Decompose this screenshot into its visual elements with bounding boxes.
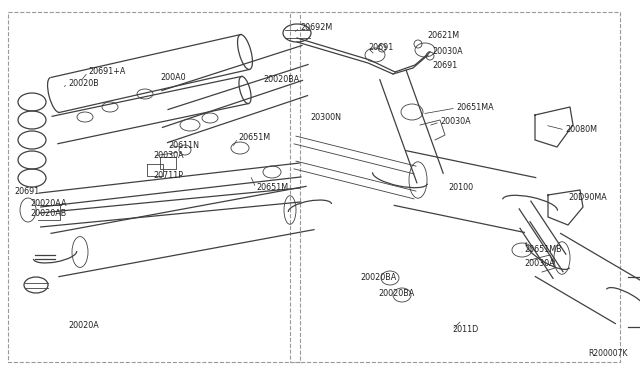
Text: 200A0: 200A0 <box>160 74 186 83</box>
Text: 20651M: 20651M <box>238 134 270 142</box>
Text: R200007K: R200007K <box>589 349 628 358</box>
Text: 20651MA: 20651MA <box>456 103 493 112</box>
Text: 20100: 20100 <box>448 183 473 192</box>
Bar <box>8 12 300 362</box>
Text: 20020BA: 20020BA <box>263 76 300 84</box>
Text: 20300N: 20300N <box>310 113 341 122</box>
Text: 20691: 20691 <box>14 187 39 196</box>
Text: 20020B: 20020B <box>68 80 99 89</box>
Text: 20692M: 20692M <box>300 23 332 32</box>
Text: 20651M: 20651M <box>256 183 288 192</box>
Text: 2011D: 2011D <box>452 326 478 334</box>
Text: 20030A: 20030A <box>432 48 463 57</box>
Text: 20691+A: 20691+A <box>88 67 125 77</box>
Bar <box>290 12 620 362</box>
Text: 20691: 20691 <box>432 61 457 71</box>
Text: 20621M: 20621M <box>427 32 459 41</box>
Text: 20611N: 20611N <box>168 141 199 150</box>
Text: 20020BA: 20020BA <box>360 273 396 282</box>
Text: 20030A: 20030A <box>153 151 184 160</box>
Text: 20020BA: 20020BA <box>378 289 414 298</box>
Text: 20080M: 20080M <box>565 125 597 135</box>
Text: 20020AB: 20020AB <box>30 209 67 218</box>
Text: 20711P: 20711P <box>153 170 183 180</box>
Text: 20651MB: 20651MB <box>524 246 562 254</box>
Text: 20D90MA: 20D90MA <box>568 193 607 202</box>
Text: 20030A: 20030A <box>524 259 555 267</box>
Text: 20691: 20691 <box>368 44 393 52</box>
Text: 20030A: 20030A <box>440 118 470 126</box>
Text: 20020AA: 20020AA <box>30 199 67 208</box>
Text: 20020A: 20020A <box>68 321 99 330</box>
